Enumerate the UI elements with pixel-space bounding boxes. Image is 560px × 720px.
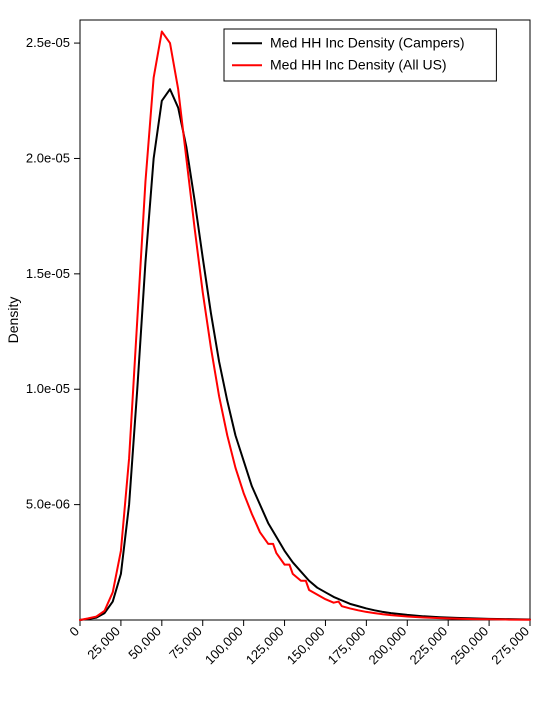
chart-svg: 5.0e-061.0e-051.5e-052.0e-052.5e-05025,0… xyxy=(0,0,560,720)
y-tick-label: 2.5e-05 xyxy=(26,35,70,50)
y-tick-label: 1.5e-05 xyxy=(26,266,70,281)
x-tick-label: 125,000 xyxy=(243,624,287,668)
series-campers xyxy=(80,89,530,620)
series-all_us xyxy=(80,32,530,620)
x-tick-label: 250,000 xyxy=(447,624,491,668)
y-tick-label: 5.0e-06 xyxy=(26,497,70,512)
x-tick-label: 150,000 xyxy=(284,624,328,668)
y-tick-label: 1.0e-05 xyxy=(26,381,70,396)
x-tick-label: 25,000 xyxy=(84,624,123,663)
y-axis-label: Density xyxy=(5,297,21,344)
x-tick-label: 100,000 xyxy=(202,624,246,668)
plot-border xyxy=(80,20,530,620)
x-tick-label: 275,000 xyxy=(488,624,532,668)
x-tick-label: 75,000 xyxy=(166,624,205,663)
x-tick-label: 225,000 xyxy=(406,624,450,668)
density-chart: 5.0e-061.0e-051.5e-052.0e-052.5e-05025,0… xyxy=(0,0,560,720)
y-tick-label: 2.0e-05 xyxy=(26,150,70,165)
x-tick-label: 175,000 xyxy=(325,624,369,668)
legend-label: Med HH Inc Density (Campers) xyxy=(270,35,465,51)
x-tick-label: 200,000 xyxy=(366,624,410,668)
legend-label: Med HH Inc Density (All US) xyxy=(270,57,447,73)
x-tick-label: 50,000 xyxy=(125,624,164,663)
